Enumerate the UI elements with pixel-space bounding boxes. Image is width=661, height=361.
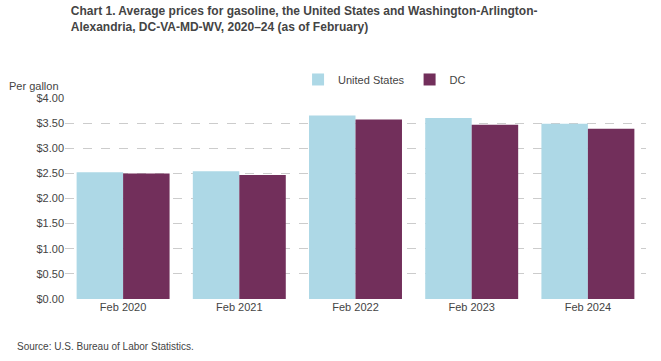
svg-text:$0.50: $0.50	[36, 268, 64, 280]
svg-text:$3.50: $3.50	[36, 117, 64, 129]
svg-text:Per gallon: Per gallon	[9, 80, 59, 92]
svg-text:United States: United States	[338, 74, 405, 86]
svg-text:$1.00: $1.00	[36, 243, 64, 255]
svg-text:$0.00: $0.00	[36, 293, 64, 305]
svg-text:DC: DC	[450, 74, 466, 86]
svg-text:Feb 2024: Feb 2024	[565, 301, 611, 313]
svg-text:$3.00: $3.00	[36, 142, 64, 154]
svg-text:Feb 2022: Feb 2022	[332, 301, 378, 313]
svg-text:$2.50: $2.50	[36, 167, 64, 179]
svg-text:Feb 2021: Feb 2021	[216, 301, 262, 313]
svg-text:Feb 2023: Feb 2023	[448, 301, 494, 313]
svg-text:Chart 1. Average prices for ga: Chart 1. Average prices for gasoline, th…	[71, 4, 538, 34]
svg-text:$2.00: $2.00	[36, 192, 64, 204]
svg-text:$1.50: $1.50	[36, 217, 64, 229]
svg-text:Feb 2020: Feb 2020	[100, 301, 146, 313]
svg-text:$4.00: $4.00	[36, 92, 64, 104]
svg-text:Source: U.S. Bureau of Labor S: Source: U.S. Bureau of Labor Statistics.	[17, 341, 194, 352]
